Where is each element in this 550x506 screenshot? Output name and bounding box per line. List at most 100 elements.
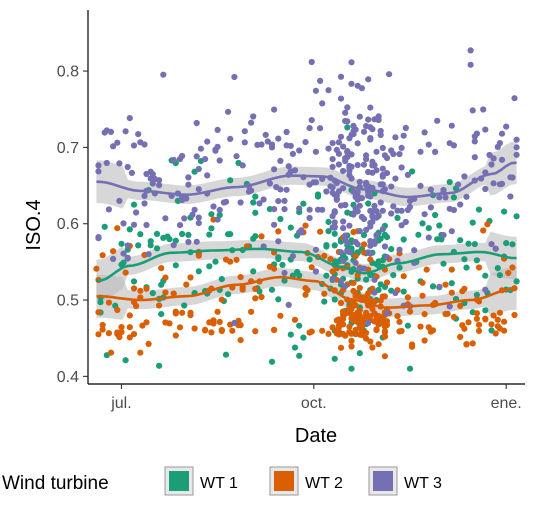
- data-point: [222, 351, 230, 358]
- data-point: [176, 222, 184, 229]
- data-point: [360, 265, 368, 272]
- data-point: [283, 142, 290, 149]
- data-point: [455, 181, 462, 188]
- data-point: [204, 138, 211, 145]
- trend-line: [96, 247, 517, 283]
- data-point: [248, 308, 255, 315]
- data-point: [193, 119, 200, 127]
- data-point: [369, 158, 376, 165]
- data-point: [344, 209, 351, 216]
- data-point: [266, 180, 273, 187]
- data-point: [156, 177, 163, 184]
- data-point: [337, 73, 345, 80]
- data-point: [229, 327, 236, 334]
- x-axis-ticks: jul. oct. ene.: [110, 384, 522, 412]
- data-point: [471, 133, 478, 140]
- data-point: [377, 281, 384, 288]
- data-point: [130, 201, 138, 208]
- data-point: [105, 299, 112, 306]
- data-point: [475, 327, 483, 334]
- data-point: [411, 247, 418, 254]
- data-point: [337, 249, 345, 256]
- data-point: [114, 139, 121, 146]
- data-point: [216, 318, 223, 325]
- data-point: [268, 141, 276, 148]
- data-point: [337, 299, 345, 307]
- data-point: [218, 276, 225, 283]
- data-point: [153, 230, 161, 237]
- data-point: [325, 218, 332, 225]
- data-point: [365, 116, 372, 123]
- data-point: [289, 150, 296, 157]
- data-point: [388, 210, 395, 217]
- data-point: [99, 326, 106, 333]
- data-point: [302, 139, 309, 146]
- data-point: [237, 274, 244, 281]
- data-point: [440, 186, 447, 194]
- data-point: [473, 315, 480, 322]
- x-tick-label: ene.: [491, 395, 522, 412]
- data-point: [195, 186, 202, 193]
- data-point: [467, 61, 474, 68]
- data-point: [371, 207, 378, 214]
- data-point: [427, 186, 434, 193]
- data-point: [337, 133, 345, 140]
- data-point: [114, 306, 121, 314]
- data-point: [352, 126, 359, 133]
- data-point: [137, 231, 144, 238]
- data-point: [342, 109, 349, 116]
- data-point: [321, 290, 328, 297]
- data-point: [298, 227, 305, 234]
- data-point: [181, 215, 188, 222]
- data-point: [287, 224, 294, 231]
- data-point: [373, 316, 380, 323]
- data-point: [461, 256, 468, 263]
- data-point: [279, 261, 286, 268]
- data-point: [252, 193, 259, 200]
- data-point: [124, 163, 131, 171]
- data-point: [308, 117, 315, 124]
- data-point: [135, 131, 142, 138]
- data-point: [237, 337, 244, 344]
- data-point: [312, 148, 319, 155]
- data-point: [252, 209, 259, 216]
- data-point: [475, 264, 483, 271]
- data-point: [310, 179, 317, 186]
- data-point: [95, 234, 102, 241]
- data-point: [277, 157, 284, 164]
- data-point: [130, 331, 138, 338]
- data-point: [116, 197, 123, 204]
- data-point: [404, 206, 411, 214]
- data-point: [494, 143, 501, 150]
- data-point: [400, 273, 407, 280]
- data-point: [396, 246, 403, 253]
- data-point: [308, 58, 315, 66]
- data-point: [321, 298, 328, 305]
- data-point: [268, 358, 276, 365]
- data-point: [363, 182, 370, 189]
- data-point: [287, 331, 294, 338]
- data-point: [463, 193, 470, 200]
- data-point: [356, 284, 363, 291]
- data-point: [331, 355, 338, 362]
- data-point: [214, 308, 221, 315]
- data-point: [126, 334, 133, 341]
- data-point: [337, 344, 345, 351]
- data-point: [350, 279, 357, 286]
- data-point: [513, 278, 520, 285]
- data-point: [375, 116, 382, 124]
- data-point: [404, 294, 411, 301]
- data-point: [333, 195, 340, 202]
- y-axis-ticks: 0.4 0.5 0.6 0.7 0.8: [57, 64, 88, 386]
- data-point: [369, 126, 376, 133]
- data-point: [448, 266, 455, 273]
- data-point: [329, 268, 336, 275]
- data-point: [340, 218, 347, 225]
- data-point: [281, 277, 288, 284]
- data-point: [252, 233, 259, 240]
- data-point: [358, 85, 365, 92]
- data-point: [156, 362, 163, 369]
- data-point: [450, 142, 457, 149]
- data-point: [348, 311, 355, 318]
- data-point: [302, 285, 309, 292]
